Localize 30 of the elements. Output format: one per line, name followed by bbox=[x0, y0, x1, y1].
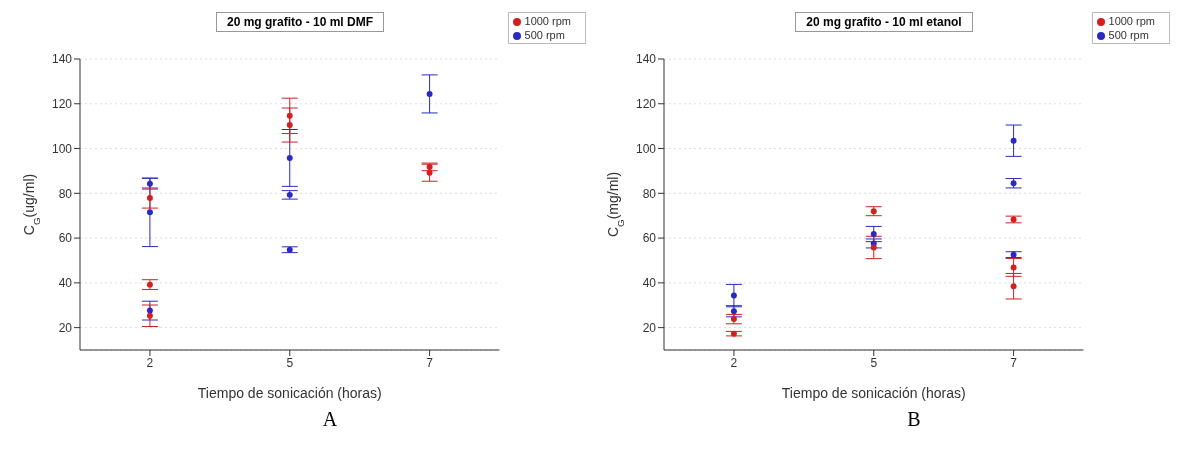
y-tick-label: 120 bbox=[635, 97, 657, 112]
legend-label: 500 rpm bbox=[524, 29, 565, 41]
x-tick-label: 5 bbox=[286, 355, 294, 370]
x-axis-title: Tiempo de sonicación (horas) bbox=[197, 385, 382, 401]
text: A bbox=[321, 408, 339, 431]
y-tick-label: 60 bbox=[58, 231, 73, 246]
x-tick-label: 2 bbox=[146, 355, 154, 370]
y-tick-label: 140 bbox=[635, 52, 657, 67]
x-tick-label: 7 bbox=[426, 355, 434, 370]
y-tick-label: 60 bbox=[642, 231, 657, 246]
y-tick-label: 100 bbox=[635, 141, 657, 156]
y-tick-label: 40 bbox=[642, 276, 657, 291]
x-axis-title: Tiempo de sonicación (horas) bbox=[781, 385, 966, 401]
x-tick-label: 5 bbox=[870, 355, 878, 370]
y-tick-label: 20 bbox=[642, 320, 657, 335]
y-tick-label: 80 bbox=[642, 186, 657, 201]
x-tick-label: 2 bbox=[730, 355, 738, 370]
y-tick-label: 20 bbox=[58, 320, 73, 335]
legend-label: 500 rpm bbox=[1108, 29, 1149, 41]
y-tick-label: 40 bbox=[58, 276, 73, 291]
x-tick-label: 7 bbox=[1010, 355, 1018, 370]
legend-label: 1000 rpm bbox=[524, 15, 571, 27]
y-tick-label: 120 bbox=[51, 97, 73, 112]
y-tick-label: 100 bbox=[51, 141, 73, 156]
y-tick-label: 140 bbox=[51, 52, 73, 67]
text: B bbox=[906, 408, 922, 431]
y-tick-label: 80 bbox=[58, 186, 73, 201]
legend-label: 1000 rpm bbox=[1108, 15, 1155, 27]
chart-title: 20 mg grafito - 10 ml DMF bbox=[215, 12, 385, 32]
chart-title: 20 mg grafito - 10 ml etanol bbox=[795, 12, 973, 32]
